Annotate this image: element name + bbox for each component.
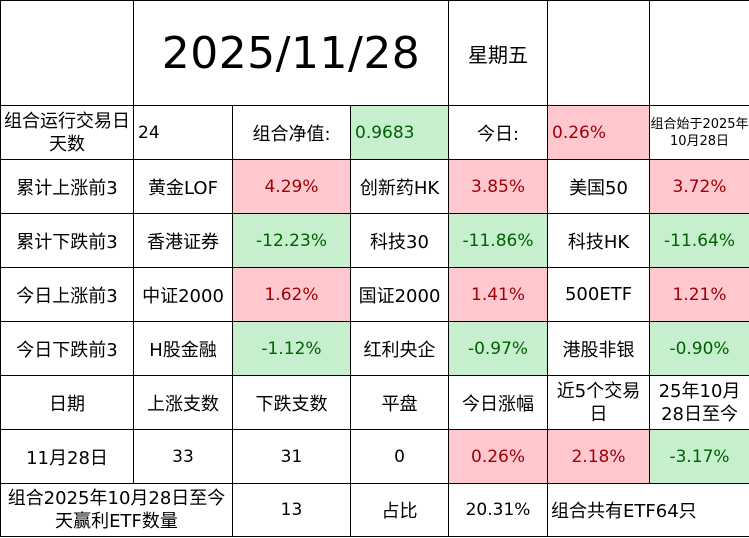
ranking-label[interactable]: 今日上涨前3 [0, 267, 134, 322]
ranking-label[interactable]: 累计上涨前3 [0, 159, 134, 214]
ranking-name[interactable]: 创新药HK [349, 159, 450, 214]
ranking-value[interactable]: 4.29% [232, 159, 351, 214]
stats-header-down[interactable]: 下跌支数 [232, 375, 351, 430]
ranking-name[interactable]: 港股非银 [547, 321, 651, 376]
ranking-name[interactable]: 科技30 [349, 213, 450, 268]
ranking-value[interactable]: 3.85% [448, 159, 549, 214]
ranking-value[interactable]: 1.62% [232, 267, 351, 322]
ranking-name[interactable]: 国证2000 [349, 267, 450, 322]
ranking-row: 今日下跌前3 H股金融 -1.12% 红利央企 -0.97% 港股非银 -0.9… [0, 321, 749, 376]
today-label[interactable]: 今日: [448, 105, 549, 160]
ratio-value[interactable]: 20.31% [448, 483, 549, 537]
report-date[interactable]: 2025/11/28 [132, 0, 450, 106]
stats-header-last5[interactable]: 近5个交易日 [547, 375, 651, 430]
nav-value[interactable]: 0.9683 [349, 105, 450, 160]
stats-row: 11月28日 33 31 0 0.26% 2.18% -3.17% [0, 429, 749, 484]
ranking-value[interactable]: -11.64% [649, 213, 749, 268]
stats-date[interactable]: 11月28日 [0, 429, 134, 484]
days-value[interactable]: 24 [133, 105, 233, 160]
title-blank-cell[interactable] [0, 0, 134, 106]
stats-up-count[interactable]: 33 [133, 429, 233, 484]
stats-header-today[interactable]: 今日涨幅 [448, 375, 549, 430]
ranking-row: 累计上涨前3 黄金LOF 4.29% 创新药HK 3.85% 美国50 3.72… [0, 159, 749, 214]
ranking-value[interactable]: -11.86% [448, 213, 549, 268]
ranking-label[interactable]: 累计下跌前3 [0, 213, 134, 268]
ranking-value[interactable]: -0.97% [448, 321, 549, 376]
ranking-name[interactable]: 科技HK [547, 213, 651, 268]
nav-label[interactable]: 组合净值: [232, 105, 351, 160]
title-blank-cell-2[interactable] [547, 0, 651, 106]
ranking-row: 累计下跌前3 香港证券 -12.23% 科技30 -11.86% 科技HK -1… [0, 213, 749, 268]
start-note[interactable]: 组合始于2025年10月28日 [649, 105, 749, 160]
ranking-row: 今日上涨前3 中证2000 1.62% 国证2000 1.41% 500ETF … [0, 267, 749, 322]
ranking-value[interactable]: -0.90% [649, 321, 749, 376]
stats-header-since-start[interactable]: 25年10月28日至今 [649, 375, 749, 430]
title-row: 2025/11/28 星期五 [0, 0, 749, 106]
ranking-value[interactable]: 3.72% [649, 159, 749, 214]
footer-row: 组合2025年10月28日至今天赢利ETF数量 13 占比 20.31% 组合共… [0, 483, 749, 537]
ratio-label[interactable]: 占比 [349, 483, 450, 537]
profit-label[interactable]: 组合2025年10月28日至今天赢利ETF数量 [0, 483, 233, 537]
stats-header-flat[interactable]: 平盘 [349, 375, 450, 430]
ranking-value[interactable]: 1.21% [649, 267, 749, 322]
title-blank-cell-3[interactable] [649, 0, 749, 106]
stats-flat[interactable]: 0 [349, 429, 450, 484]
stats-header-date[interactable]: 日期 [0, 375, 134, 430]
days-label[interactable]: 组合运行交易日天数 [0, 105, 134, 160]
stats-header-up[interactable]: 上涨支数 [133, 375, 233, 430]
ranking-value[interactable]: -1.12% [232, 321, 351, 376]
today-value[interactable]: 0.26% [547, 105, 651, 160]
stats-down-count[interactable]: 31 [232, 429, 351, 484]
weekday[interactable]: 星期五 [448, 0, 549, 106]
ranking-name[interactable]: 黄金LOF [133, 159, 233, 214]
ranking-name[interactable]: 500ETF [547, 267, 651, 322]
summary-row: 组合运行交易日天数 24 组合净值: 0.9683 今日: 0.26% 组合始于… [0, 105, 749, 160]
ranking-value[interactable]: 1.41% [448, 267, 549, 322]
total-note[interactable]: 组合共有ETF64只 [547, 483, 749, 537]
profit-count[interactable]: 13 [232, 483, 351, 537]
ranking-name[interactable]: 红利央企 [349, 321, 450, 376]
stats-last5[interactable]: 2.18% [547, 429, 651, 484]
ranking-name[interactable]: 美国50 [547, 159, 651, 214]
ranking-name[interactable]: 香港证券 [133, 213, 233, 268]
stats-since-start[interactable]: -3.17% [649, 429, 749, 484]
ranking-name[interactable]: H股金融 [133, 321, 233, 376]
ranking-name[interactable]: 中证2000 [133, 267, 233, 322]
stats-today-change[interactable]: 0.26% [448, 429, 549, 484]
ranking-value[interactable]: -12.23% [232, 213, 351, 268]
ranking-label[interactable]: 今日下跌前3 [0, 321, 134, 376]
stats-header-row: 日期 上涨支数 下跌支数 平盘 今日涨幅 近5个交易日 25年10月28日至今 [0, 375, 749, 430]
